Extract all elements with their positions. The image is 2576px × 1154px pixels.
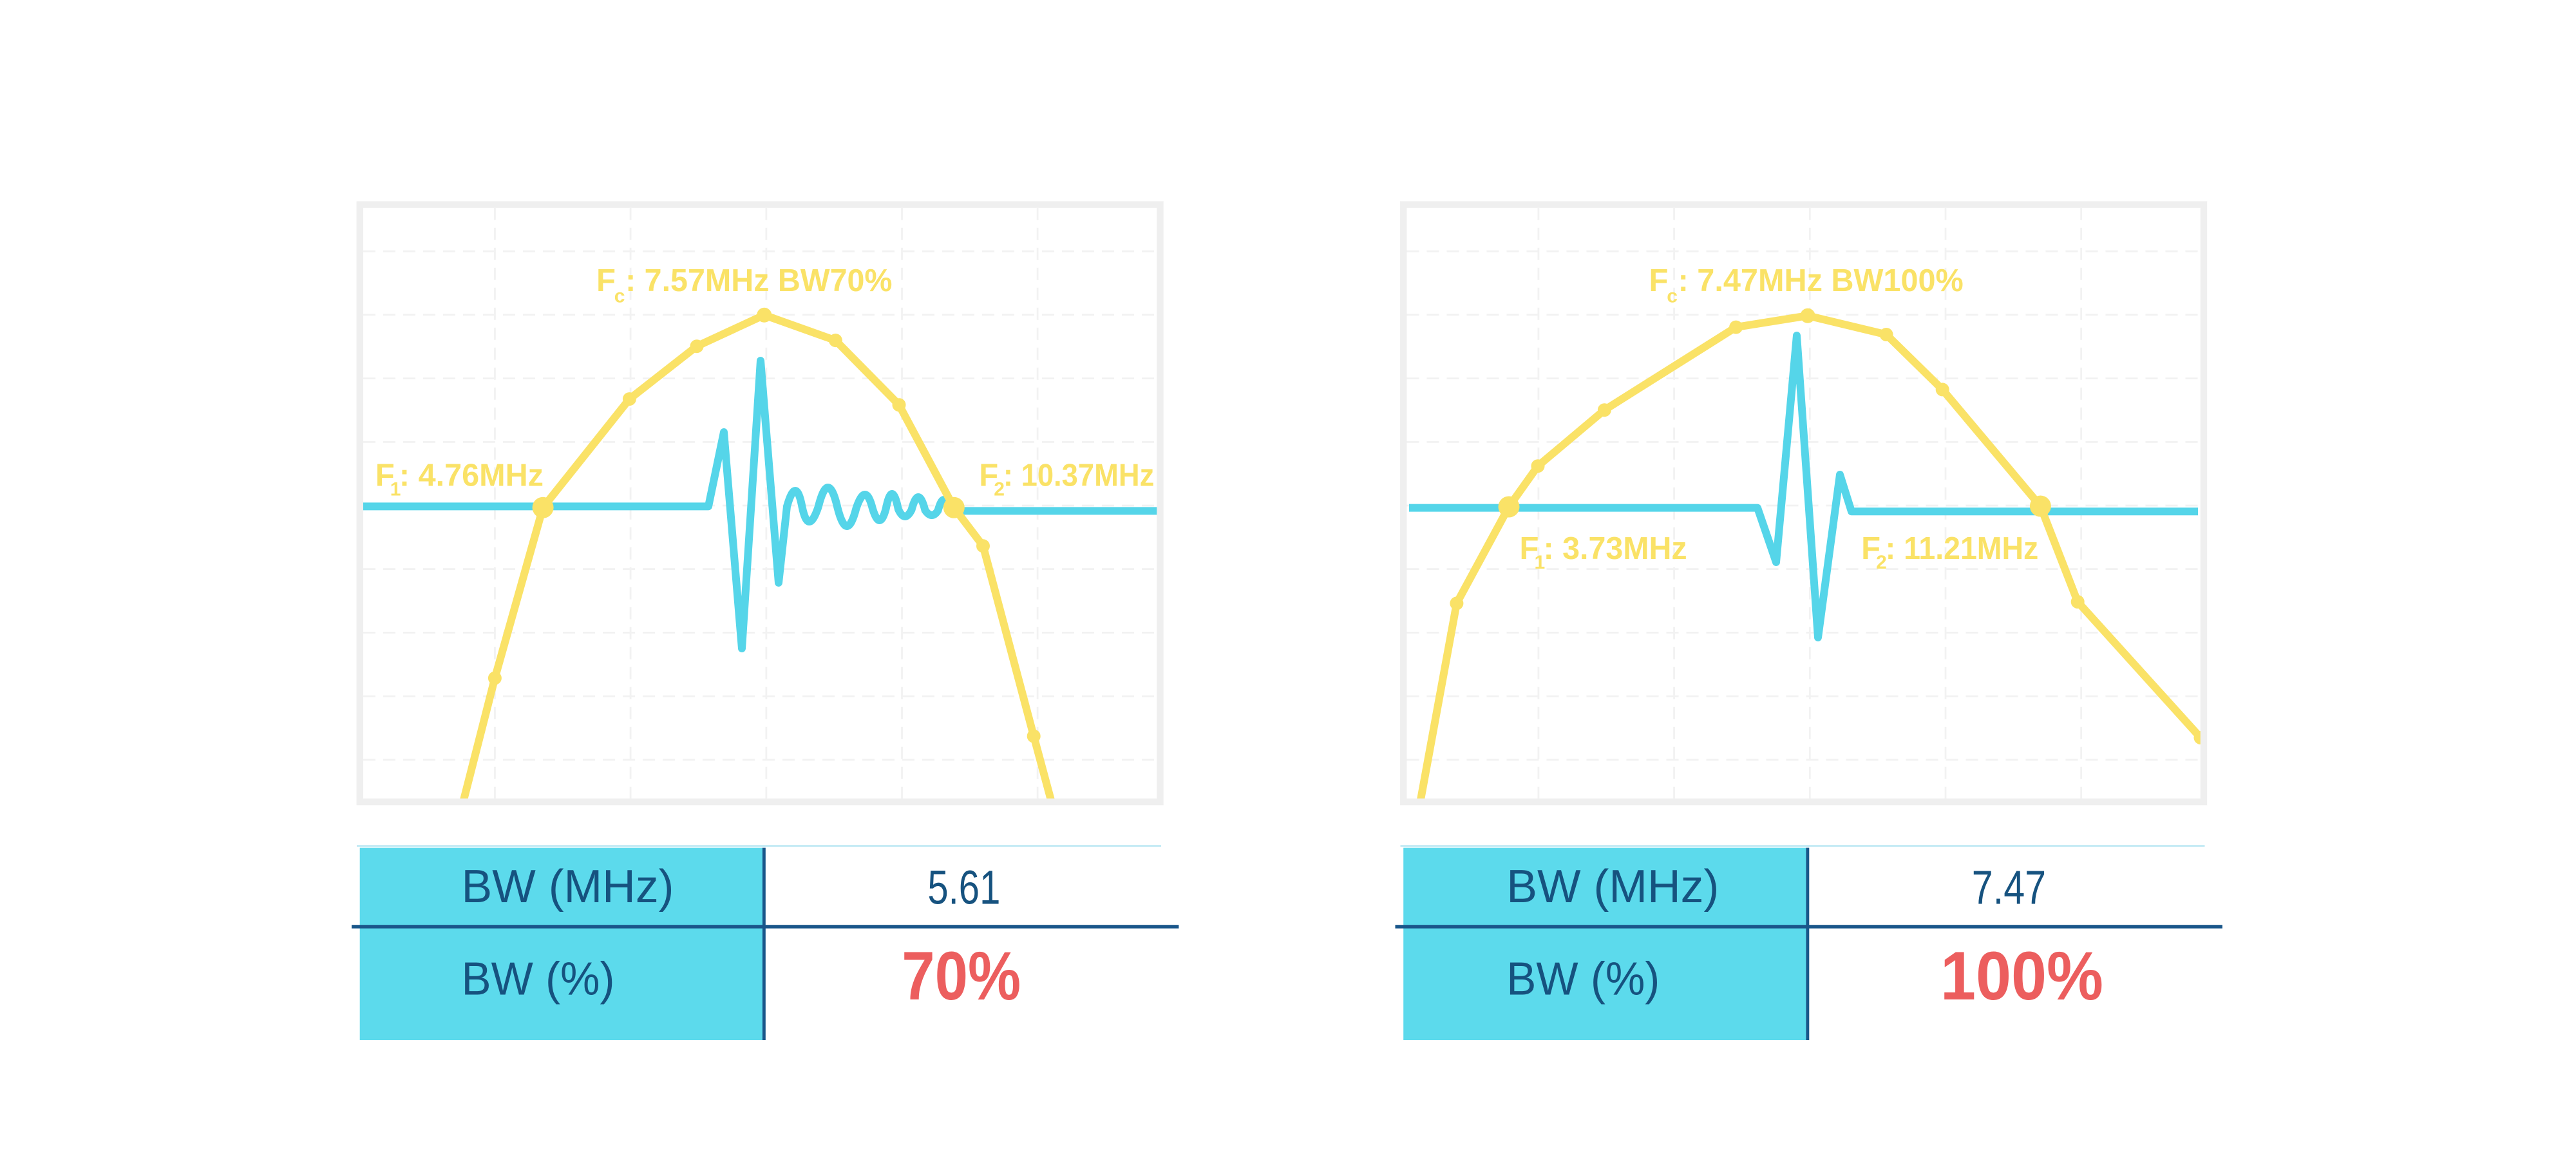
svg-text:BW (%): BW (%) bbox=[462, 953, 615, 1005]
svg-text:BW (%): BW (%) bbox=[1506, 953, 1660, 1005]
svg-text:F: F bbox=[596, 263, 616, 298]
svg-text:BW (MHz): BW (MHz) bbox=[1506, 861, 1719, 913]
svg-text:F: F bbox=[979, 459, 998, 493]
svg-text:5.61: 5.61 bbox=[927, 861, 1000, 914]
svg-text:F: F bbox=[1649, 263, 1669, 298]
svg-text:F: F bbox=[1861, 531, 1880, 566]
svg-text:2: 2 bbox=[1876, 552, 1887, 573]
svg-text:1: 1 bbox=[1535, 552, 1546, 573]
svg-text:100%: 100% bbox=[1940, 937, 2103, 1014]
svg-text:70%: 70% bbox=[902, 937, 1021, 1014]
svg-text:: 7.57MHz BW70%: : 7.57MHz BW70% bbox=[625, 263, 892, 298]
svg-text:F: F bbox=[1520, 531, 1539, 566]
svg-text:: 3.73MHz: : 3.73MHz bbox=[1544, 531, 1687, 566]
svg-text:1: 1 bbox=[390, 479, 401, 500]
svg-text:c: c bbox=[1667, 285, 1678, 307]
svg-text:: 10.37MHz: : 10.37MHz bbox=[1003, 459, 1154, 493]
svg-text:F: F bbox=[375, 459, 395, 493]
svg-text:: 4.76MHz: : 4.76MHz bbox=[399, 459, 544, 493]
svg-text:: 11.21MHz: : 11.21MHz bbox=[1886, 531, 2039, 566]
svg-text:2: 2 bbox=[994, 479, 1005, 500]
svg-text:7.47: 7.47 bbox=[1972, 861, 2046, 914]
svg-text:BW (MHz): BW (MHz) bbox=[462, 861, 674, 913]
svg-text:c: c bbox=[614, 285, 625, 307]
svg-text:: 7.47MHz BW100%: : 7.47MHz BW100% bbox=[1678, 263, 1964, 298]
